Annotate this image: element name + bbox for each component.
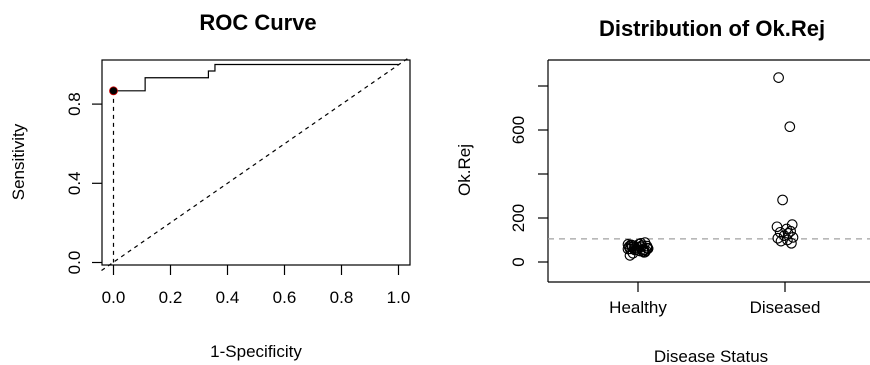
distribution-y-axis: 0 200 600 bbox=[509, 85, 548, 267]
distribution-x-axis: Healthy Diseased bbox=[609, 282, 820, 317]
distribution-y-tick-label: 600 bbox=[509, 116, 528, 144]
distribution-chart: Distribution of Ok.Rej 0 200 600 Healthy Di… bbox=[455, 16, 870, 365]
roc-y-tick-label: 0.0 bbox=[65, 251, 84, 275]
roc-y-axis: 0.0 0.4 0.8 bbox=[65, 92, 102, 274]
roc-x-axis: 0.0 0.2 0.4 0.6 0.8 1.0 bbox=[102, 265, 411, 307]
distribution-y-tick-label: 200 bbox=[509, 204, 528, 232]
distribution-point bbox=[771, 221, 783, 233]
distribution-point bbox=[787, 232, 799, 243]
distribution-point bbox=[642, 243, 654, 254]
distribution-point bbox=[784, 121, 796, 133]
distribution-x-label: Disease Status bbox=[654, 347, 768, 365]
roc-x-tick-label: 0.6 bbox=[273, 288, 297, 307]
distribution-point bbox=[786, 237, 797, 249]
distribution-point bbox=[775, 235, 787, 247]
roc-x-tick-label: 0.4 bbox=[216, 288, 240, 307]
roc-y-tick-label: 0.8 bbox=[65, 92, 84, 116]
roc-chart: ROC Curve 0.0 0.2 0.4 0.6 0.8 1.0 0.0 0.4 0.8 1… bbox=[9, 10, 411, 361]
roc-x-tick-label: 0.0 bbox=[102, 288, 126, 307]
roc-x-label: 1-Specificity bbox=[210, 342, 302, 361]
roc-x-tick-label: 0.2 bbox=[159, 288, 183, 307]
distribution-y-label: Ok.Rej bbox=[455, 144, 474, 196]
distribution-points bbox=[622, 72, 799, 261]
distribution-point bbox=[622, 243, 634, 255]
distribution-point bbox=[624, 250, 636, 261]
roc-plot-frame bbox=[101, 59, 411, 266]
roc-optimal-point bbox=[109, 86, 118, 96]
roc-curve-line bbox=[113, 63, 399, 92]
roc-x-tick-label: 0.8 bbox=[330, 288, 354, 307]
distribution-point bbox=[626, 239, 638, 251]
distribution-x-tick-label: Healthy bbox=[609, 298, 667, 317]
distribution-title: Distribution of Ok.Rej bbox=[599, 16, 825, 41]
roc-chance-line bbox=[101, 56, 411, 271]
roc-title: ROC Curve bbox=[199, 10, 316, 35]
distribution-point bbox=[633, 238, 645, 250]
distribution-point bbox=[639, 237, 651, 248]
distribution-point bbox=[773, 72, 784, 83]
distribution-y-tick-label: 0 bbox=[509, 257, 528, 266]
roc-x-tick-label: 1.0 bbox=[387, 288, 411, 307]
distribution-point bbox=[777, 194, 788, 206]
roc-y-label: Sensitivity bbox=[9, 123, 28, 200]
distribution-x-tick-label: Diseased bbox=[750, 298, 821, 317]
roc-y-tick-label: 0.4 bbox=[65, 171, 84, 195]
